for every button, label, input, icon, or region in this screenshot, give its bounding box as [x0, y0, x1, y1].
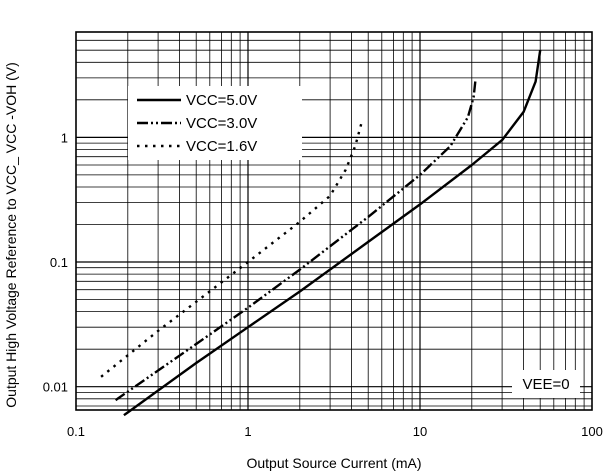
y-axis-label: Output High Voltage Reference to VCC_ VC… — [3, 62, 19, 407]
series-line — [114, 80, 477, 402]
x-tick-label: 100 — [581, 424, 603, 439]
x-axis-label: Output Source Current (mA) — [246, 455, 421, 471]
series-line — [100, 120, 364, 378]
y-tick-label: 1 — [61, 130, 68, 145]
legend-label: VCC=3.0V — [186, 115, 257, 132]
x-tick-label: 0.1 — [67, 424, 85, 439]
tick-labels: 0.1 1 10 100 0.01 0.1 1 — [43, 130, 603, 439]
plot-frame — [75, 31, 593, 411]
series-group — [100, 50, 542, 417]
annotation-box: VEE=0 — [512, 370, 580, 398]
y-tick-label: 0.01 — [43, 380, 68, 395]
x-tick-label: 1 — [244, 424, 251, 439]
x-tick-label: 10 — [413, 424, 427, 439]
legend-label: VCC=5.0V — [186, 92, 257, 109]
y-tick-label: 0.1 — [50, 255, 68, 270]
legend-label: VCC=1.6V — [186, 138, 257, 155]
annotation-vee: VEE=0 — [522, 376, 569, 393]
legend: VCC=5.0V VCC=3.0V VCC=1.6V — [128, 86, 302, 160]
series-line — [123, 50, 542, 417]
